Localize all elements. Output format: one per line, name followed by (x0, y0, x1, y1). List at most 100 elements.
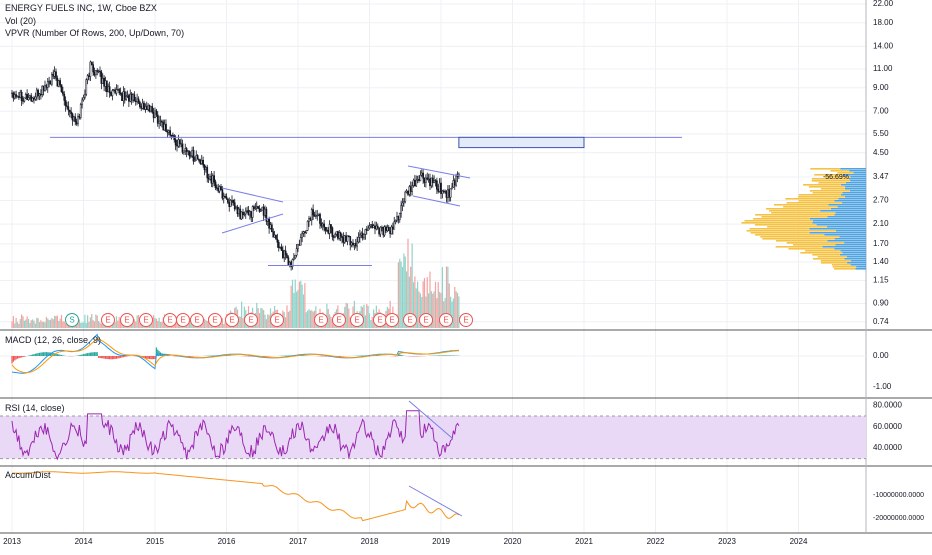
candle-body (351, 243, 352, 245)
volume-bar (50, 320, 51, 328)
vpvr-row-up (849, 178, 866, 180)
vpvr-row-up (831, 208, 866, 210)
volume-bar (86, 323, 87, 328)
volume-bar (83, 322, 84, 328)
volume-bar (98, 321, 99, 328)
candle-body (68, 107, 69, 110)
price-tick-label: 14.00 (873, 41, 894, 50)
candle-body (143, 103, 144, 109)
candle-body (84, 94, 85, 97)
candle-body (200, 160, 201, 163)
time-tick-label: 2024 (790, 537, 808, 546)
volume-bar (299, 282, 300, 328)
vpvr-row-up (842, 202, 866, 204)
volume-bar (42, 322, 43, 328)
vpvr-row-up (851, 264, 866, 266)
percent-change-label: -56.69% (823, 174, 849, 181)
volume-bar (138, 315, 139, 328)
candle-body (178, 140, 179, 147)
volume-bar (87, 315, 88, 328)
candle-body (149, 105, 150, 111)
macd-histogram-bar (157, 350, 158, 356)
volume-bar (347, 304, 348, 328)
rsi-tick-label: 60.0000 (873, 422, 902, 431)
vpvr-row-down (767, 226, 827, 228)
volume-bar (300, 281, 301, 328)
candle-body (161, 121, 162, 122)
volume-bar (205, 320, 206, 328)
candle-body (98, 71, 99, 72)
volume-bar (308, 309, 309, 328)
candle-body (208, 178, 209, 179)
volume-bar (135, 322, 136, 328)
candle-body (137, 99, 138, 102)
candle-body (58, 81, 59, 87)
volume-bar (288, 312, 289, 328)
candle-body (297, 245, 298, 249)
candle-body (436, 181, 437, 189)
candle-body (218, 188, 219, 191)
macd-histogram-bar (84, 354, 85, 356)
candle-body (20, 92, 21, 97)
candle-body (101, 72, 102, 84)
candle-body (31, 96, 32, 101)
volume-bar (95, 314, 96, 328)
vpvr-row-up (840, 254, 866, 256)
volume-bar (116, 316, 117, 328)
candle-body (256, 207, 257, 208)
volume-bar (438, 282, 439, 328)
candle-body (399, 213, 400, 219)
candle-body (153, 112, 154, 118)
candle-body (72, 114, 73, 120)
macd-histogram-bar (148, 356, 149, 359)
accum-dist-pane (12, 472, 462, 521)
macd-histogram-bar (402, 355, 403, 356)
candle-body (211, 176, 212, 183)
candle-body (179, 140, 180, 144)
macd-histogram-bar (87, 353, 88, 356)
candle-body (288, 258, 289, 265)
candle-body (90, 62, 91, 77)
macd-histogram-bar (105, 356, 106, 359)
vpvr-row-down (799, 194, 841, 196)
event-marker: E (121, 314, 134, 327)
vpvr-row-up (810, 232, 866, 234)
candle-body (40, 94, 41, 95)
vpvr-row-up (835, 212, 866, 214)
vpvr-row-down (776, 240, 827, 242)
candle-body (113, 90, 114, 91)
macd-histogram-bar (31, 355, 32, 356)
volume-bar (365, 315, 366, 328)
candle-body (414, 180, 415, 186)
vpvr-row-up (856, 266, 866, 268)
candle-body (73, 117, 74, 120)
candle-body (245, 211, 246, 214)
candle-body (440, 183, 441, 194)
vpvr-row-up (845, 186, 866, 188)
candle-body (16, 95, 17, 97)
candle-body (347, 236, 348, 241)
candle-body (112, 91, 113, 96)
event-marker: E (140, 314, 153, 327)
candle-body (423, 173, 424, 178)
candle-body (339, 233, 340, 239)
candle-body (69, 110, 70, 112)
candle-body (231, 200, 232, 201)
event-marker-letter: E (377, 316, 382, 325)
candle-body (329, 224, 330, 233)
candle-body (377, 226, 378, 228)
rsi-tick-label: 80.0000 (873, 400, 902, 409)
price-tick-label: 0.90 (873, 299, 889, 308)
price-tick-label: 0.74 (873, 317, 889, 326)
vpvr-row-down (813, 192, 843, 194)
vpvr-row-up (834, 200, 866, 202)
candle-body (11, 93, 12, 94)
vpvr-row-down (812, 254, 840, 256)
candle-body (405, 192, 406, 202)
time-tick-label: 2014 (75, 537, 93, 546)
price-tick-label: 2.70 (873, 196, 889, 205)
price-candles (11, 61, 459, 271)
candle-body (189, 151, 190, 156)
macd-tick-label: 0.00 (873, 351, 889, 360)
price-tick-label: 7.00 (873, 106, 889, 115)
